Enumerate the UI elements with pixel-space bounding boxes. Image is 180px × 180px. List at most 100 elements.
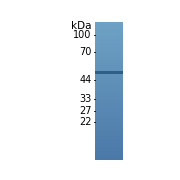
- Bar: [95, 135, 123, 136]
- Text: 100: 100: [73, 30, 92, 40]
- Bar: [95, 121, 123, 122]
- Bar: [95, 100, 123, 101]
- Bar: [95, 61, 123, 62]
- Bar: [95, 49, 123, 50]
- Bar: [95, 42, 123, 43]
- Bar: [95, 123, 123, 124]
- Bar: [95, 63, 123, 64]
- Bar: [95, 77, 123, 78]
- Bar: [95, 130, 123, 131]
- Bar: [95, 53, 123, 54]
- Bar: [95, 27, 123, 28]
- Bar: [95, 69, 123, 70]
- Bar: [95, 144, 123, 145]
- Bar: [95, 56, 123, 57]
- Text: 22: 22: [79, 117, 92, 127]
- Bar: [95, 101, 123, 102]
- Text: 33: 33: [79, 94, 92, 104]
- Bar: [95, 133, 123, 134]
- Bar: [95, 94, 123, 95]
- Bar: [95, 155, 123, 156]
- Bar: [95, 55, 123, 56]
- Bar: [95, 129, 123, 130]
- Text: 70: 70: [79, 47, 92, 57]
- Bar: [95, 30, 123, 31]
- Bar: [95, 99, 123, 100]
- Bar: [95, 153, 123, 154]
- Bar: [95, 35, 123, 36]
- Bar: [95, 80, 123, 81]
- Bar: [95, 48, 123, 49]
- Bar: [95, 114, 123, 115]
- Bar: [95, 84, 123, 85]
- Bar: [95, 138, 123, 139]
- Bar: [95, 82, 123, 83]
- Bar: [95, 66, 123, 67]
- Bar: [95, 110, 123, 111]
- Bar: [95, 52, 123, 53]
- Bar: [95, 26, 123, 27]
- Bar: [95, 57, 123, 58]
- Bar: [95, 86, 123, 87]
- Bar: [95, 151, 123, 152]
- Bar: [95, 126, 123, 127]
- Bar: [95, 46, 123, 47]
- Bar: [95, 139, 123, 140]
- Bar: [95, 140, 123, 141]
- Bar: [95, 116, 123, 117]
- Bar: [95, 128, 123, 129]
- Bar: [95, 106, 123, 107]
- Bar: [95, 34, 123, 35]
- Bar: [95, 45, 123, 46]
- Bar: [95, 73, 123, 74]
- Bar: [95, 141, 123, 142]
- Bar: [95, 109, 123, 110]
- Bar: [95, 154, 123, 155]
- Bar: [95, 78, 123, 79]
- Bar: [95, 33, 123, 34]
- Bar: [95, 149, 123, 150]
- Bar: [95, 111, 123, 112]
- Bar: [95, 132, 123, 133]
- Bar: [95, 44, 123, 45]
- Bar: [95, 93, 123, 94]
- Bar: [95, 90, 123, 91]
- Bar: [95, 24, 123, 25]
- Bar: [95, 142, 123, 143]
- Bar: [95, 39, 123, 40]
- Bar: [95, 156, 123, 157]
- Bar: [95, 67, 123, 68]
- Bar: [95, 122, 123, 123]
- Bar: [95, 95, 123, 96]
- Bar: [95, 83, 123, 84]
- Bar: [95, 79, 123, 80]
- Bar: [95, 88, 123, 89]
- Text: kDa: kDa: [71, 21, 92, 31]
- Bar: [95, 71, 123, 72]
- Bar: [95, 40, 123, 41]
- Bar: [95, 32, 123, 33]
- Bar: [95, 152, 123, 153]
- Bar: [95, 97, 123, 98]
- Bar: [95, 107, 123, 108]
- Bar: [95, 108, 123, 109]
- Bar: [95, 60, 123, 61]
- Bar: [95, 64, 123, 65]
- Bar: [95, 137, 123, 138]
- Bar: [95, 85, 123, 86]
- Bar: [95, 143, 123, 144]
- Text: 27: 27: [79, 106, 92, 116]
- Bar: [95, 47, 123, 48]
- Bar: [95, 131, 123, 132]
- Bar: [95, 92, 123, 93]
- Bar: [95, 159, 123, 160]
- Bar: [95, 81, 123, 82]
- Bar: [95, 105, 123, 106]
- Bar: [95, 96, 123, 97]
- Bar: [95, 59, 123, 60]
- Bar: [95, 71, 123, 74]
- Bar: [95, 62, 123, 63]
- Bar: [95, 38, 123, 39]
- Bar: [95, 158, 123, 159]
- Bar: [95, 136, 123, 137]
